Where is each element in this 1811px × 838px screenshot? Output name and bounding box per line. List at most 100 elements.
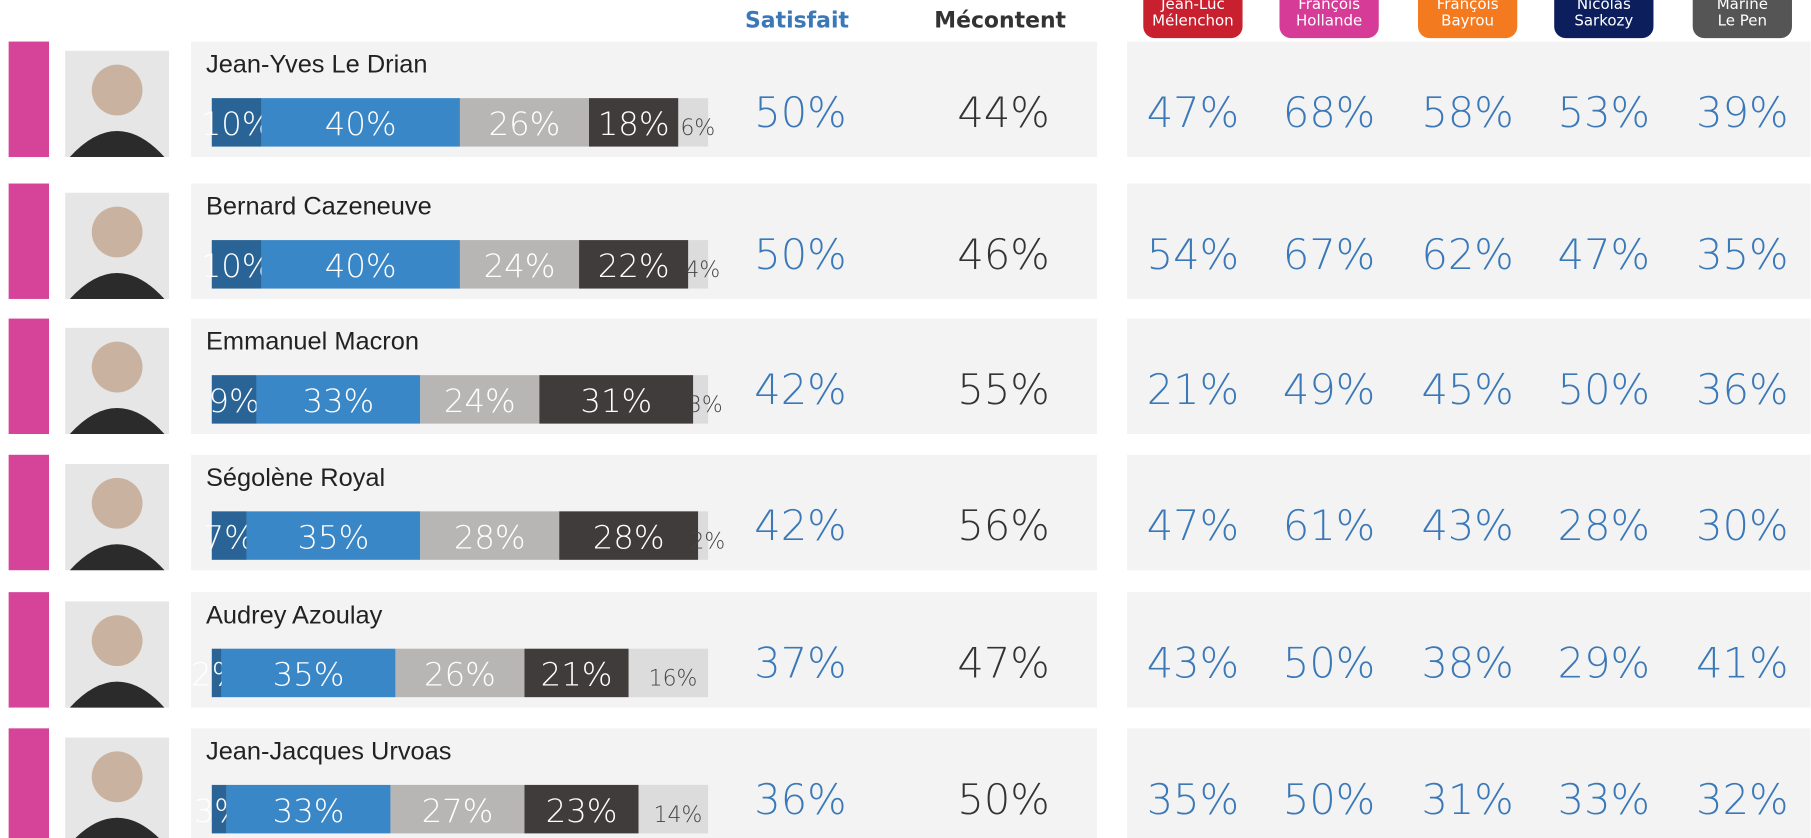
voter-value: 61%: [1283, 501, 1375, 550]
bar-label: 24%: [484, 247, 556, 285]
bar-label: 24%: [444, 382, 516, 420]
voter-badge: [1554, 0, 1654, 39]
mecontent-value: 55%: [957, 365, 1049, 414]
bar-label: 35%: [297, 518, 369, 556]
bar-segment: [211, 375, 257, 424]
bar-label: 3%: [688, 393, 723, 418]
bar-segment: [246, 511, 421, 560]
voter-badge: [1279, 0, 1379, 39]
voter-value: 50%: [1283, 639, 1375, 688]
satisfait-value: 50%: [754, 88, 846, 137]
bar-segment: [211, 240, 262, 289]
photo-body: [75, 817, 159, 838]
bar-segment: [524, 784, 639, 834]
voter-value: 36%: [1696, 365, 1788, 414]
bar-label: 10%: [201, 105, 273, 143]
side-tag: [8, 318, 50, 435]
bar-segment: [588, 98, 679, 147]
voter-header: Hollande: [1296, 11, 1362, 29]
mecontent-value: 47%: [957, 639, 1049, 688]
voter-panel: [1127, 592, 1811, 708]
voter-value: 43%: [1147, 639, 1239, 688]
voter-panel: [1127, 318, 1811, 435]
bar-label: 18%: [598, 105, 670, 143]
person-name: Audrey Azoulay: [206, 601, 383, 629]
voter-panel: [1127, 454, 1811, 571]
bar-label: 40%: [325, 247, 397, 285]
bar-label: 6%: [680, 116, 715, 141]
bar-segment: [693, 375, 709, 424]
voter-value: 54%: [1147, 230, 1239, 279]
person-name: Bernard Cazeneuve: [206, 193, 432, 221]
mecontent-value: 50%: [957, 775, 1049, 824]
bar-segment: [688, 240, 709, 289]
side-tag: [8, 592, 50, 708]
voter-value: 33%: [1558, 775, 1650, 824]
bar-segment: [211, 648, 222, 698]
bar-segment: [420, 375, 540, 424]
bar-segment: [211, 511, 247, 560]
voter-value: 47%: [1147, 501, 1239, 550]
bar-segment: [221, 648, 396, 698]
voter-header: Bayrou: [1441, 11, 1494, 29]
satisfait-value: 50%: [754, 230, 846, 279]
voter-header: Sarkozy: [1574, 11, 1633, 29]
bar-segment: [261, 98, 460, 147]
person-name: Emmanuel Macron: [206, 328, 419, 356]
bar-label: 28%: [593, 518, 665, 556]
side-tag: [8, 728, 50, 838]
bar-label: 33%: [302, 382, 374, 420]
voter-header: Marine: [1717, 0, 1768, 13]
bar-label: 2%: [690, 529, 725, 554]
voter-value: 50%: [1283, 775, 1375, 824]
mecontent-value: 44%: [957, 88, 1049, 137]
side-tag: [8, 454, 50, 571]
bar-segment: [559, 511, 699, 560]
bar-label: 28%: [454, 518, 526, 556]
photo-body: [69, 272, 165, 299]
photo-head: [91, 751, 143, 803]
header-mecontent: Mécontent: [934, 9, 1066, 34]
photo-head: [91, 64, 143, 116]
bar-segment: [420, 511, 560, 560]
voter-value: 67%: [1283, 230, 1375, 279]
header-satisfait: Satisfait: [745, 9, 849, 34]
bar-label: 9%: [208, 382, 259, 420]
photo-head: [91, 206, 143, 258]
bar-segment: [211, 98, 262, 147]
voter-value: 62%: [1421, 230, 1513, 279]
bar-label: 21%: [541, 656, 613, 694]
photo-body: [69, 681, 165, 708]
bar-label: 35%: [273, 656, 345, 694]
voter-value: 58%: [1421, 88, 1513, 137]
bar-segment: [390, 784, 525, 834]
bar-label: 31%: [580, 382, 652, 420]
bar-segment: [459, 98, 589, 147]
person-name: Ségolène Royal: [206, 464, 385, 492]
bar-segment: [395, 648, 525, 698]
bar-label: 33%: [273, 792, 345, 830]
voter-value: 45%: [1421, 365, 1513, 414]
voter-header: Mélenchon: [1152, 11, 1234, 29]
voter-header: François: [1298, 0, 1360, 13]
voter-value: 47%: [1558, 230, 1650, 279]
voter-header: Nicolas: [1577, 0, 1631, 13]
voter-header: François: [1437, 0, 1499, 13]
voter-value: 50%: [1558, 365, 1650, 414]
voter-value: 53%: [1558, 88, 1650, 137]
bar-label: 22%: [598, 247, 670, 285]
voter-value: 39%: [1696, 88, 1788, 137]
voter-header: Jean-Luc: [1160, 0, 1225, 13]
voter-badge: [1143, 0, 1243, 39]
photo-body: [69, 544, 165, 571]
bar-segment: [524, 648, 629, 698]
voter-badge: [1692, 0, 1792, 39]
photo-head: [91, 615, 143, 667]
voter-value: 31%: [1421, 775, 1513, 824]
bar-segment: [579, 240, 689, 289]
person-name: Jean-Yves Le Drian: [206, 51, 427, 79]
voter-value: 41%: [1696, 639, 1788, 688]
voter-value: 47%: [1147, 88, 1239, 137]
voter-panel: [1127, 728, 1811, 838]
